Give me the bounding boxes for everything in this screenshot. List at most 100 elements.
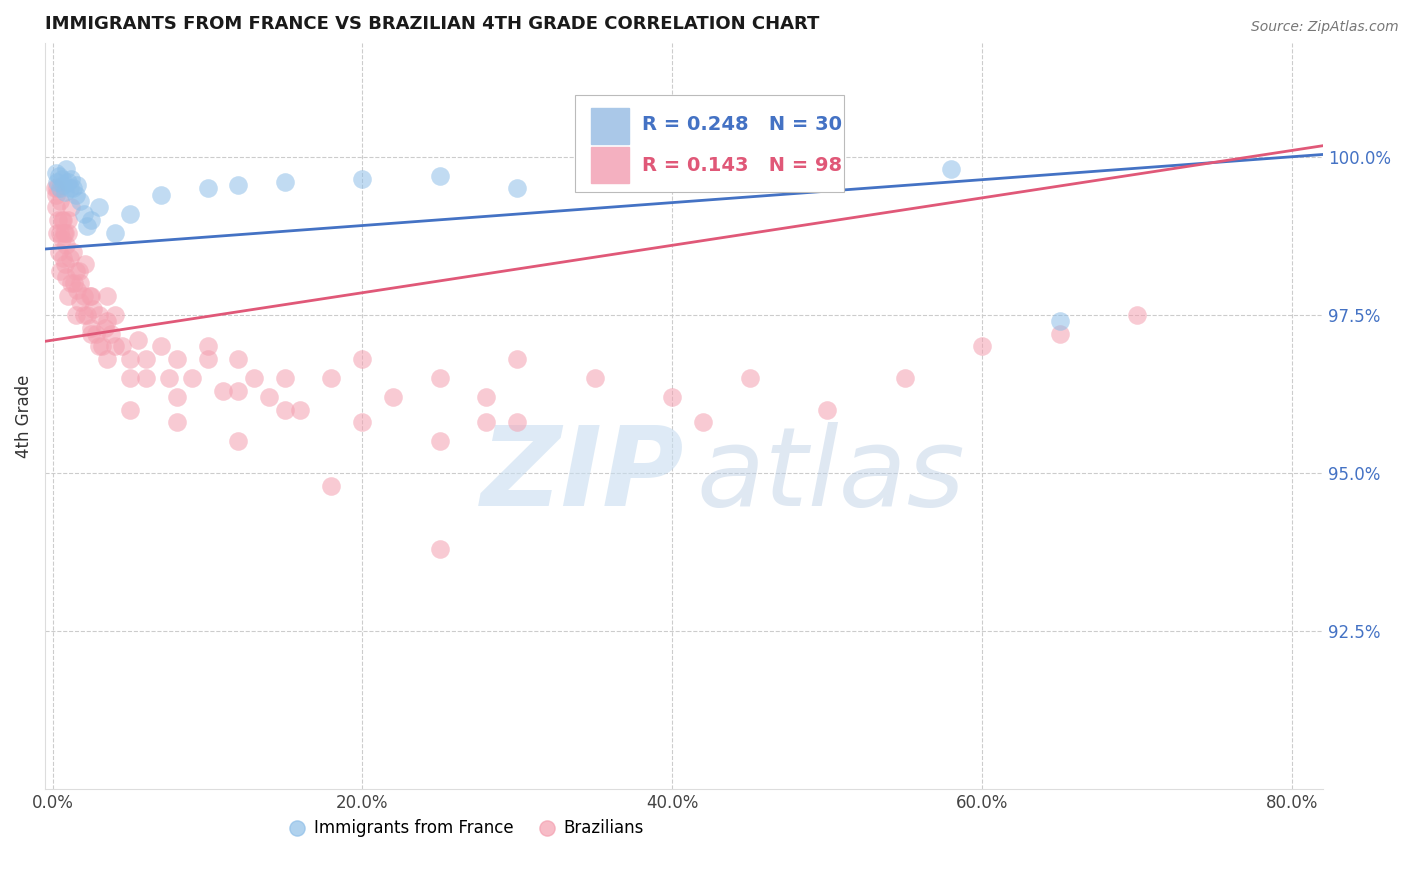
Point [51,213,73,227]
Point [150,339,173,353]
Point [429,371,451,385]
Point [274,371,297,385]
Point [46,213,69,227]
Point [103,226,125,240]
Point [228,384,250,398]
Point [82,301,104,316]
Point [321,371,343,385]
FancyBboxPatch shape [591,108,628,144]
Point [274,402,297,417]
Point [429,434,451,449]
Point [55,162,77,177]
Point [51,232,73,246]
Point [135,371,157,385]
Point [197,352,219,367]
Point [166,390,188,404]
Point [103,308,125,322]
Point [94,320,117,334]
Point [321,478,343,492]
Text: ZIP: ZIP [481,422,683,529]
Point [59,181,82,195]
Point [49,181,72,195]
FancyBboxPatch shape [591,147,628,183]
Point [894,371,917,385]
Point [197,181,219,195]
Point [45,200,67,214]
Point [45,187,67,202]
Point [212,384,235,398]
Point [72,207,94,221]
Point [84,326,107,341]
Point [62,181,84,195]
Point [352,352,374,367]
Point [76,308,98,322]
Point [48,244,70,259]
Point [69,277,91,291]
Point [76,219,98,234]
Point [352,172,374,186]
Point [66,283,89,297]
Point [150,187,173,202]
Point [80,326,103,341]
Point [87,308,110,322]
Point [45,165,67,179]
Point [259,390,281,404]
Point [197,339,219,353]
Point [290,402,312,417]
Point [228,434,250,449]
Point [243,371,266,385]
Point [118,371,141,385]
Point [46,226,69,240]
Point [972,339,994,353]
Point [118,207,141,221]
Point [44,181,66,195]
Point [87,339,110,353]
Point [80,289,103,303]
Point [96,314,118,328]
Point [274,175,297,189]
Point [48,226,70,240]
Point [62,244,84,259]
Point [63,277,86,291]
Point [60,200,83,214]
Point [69,194,91,208]
Point [66,178,89,193]
Point [1049,314,1071,328]
Point [80,213,103,227]
Text: R = 0.248   N = 30: R = 0.248 N = 30 [641,115,842,135]
Point [53,257,76,271]
Point [941,162,963,177]
Point [118,402,141,417]
Point [111,339,134,353]
Point [46,181,69,195]
Text: Source: ZipAtlas.com: Source: ZipAtlas.com [1251,20,1399,34]
Point [475,390,498,404]
Point [56,213,79,227]
Point [166,352,188,367]
Point [56,289,79,303]
Point [103,339,125,353]
Point [59,251,82,265]
Y-axis label: 4th Grade: 4th Grade [15,375,32,458]
Point [46,175,69,189]
Point [1049,326,1071,341]
Text: atlas: atlas [697,422,966,529]
Text: R = 0.143   N = 98: R = 0.143 N = 98 [641,156,842,175]
Point [67,263,90,277]
Point [87,200,110,214]
Point [51,172,73,186]
Point [52,213,75,227]
Point [135,352,157,367]
Point [157,371,180,385]
Point [72,289,94,303]
Point [49,263,72,277]
Point [79,289,101,303]
Point [80,320,103,334]
Point [181,371,204,385]
Point [65,187,87,202]
Point [60,277,83,291]
Point [506,352,529,367]
Point [69,295,91,310]
Point [48,169,70,183]
FancyBboxPatch shape [575,95,844,192]
